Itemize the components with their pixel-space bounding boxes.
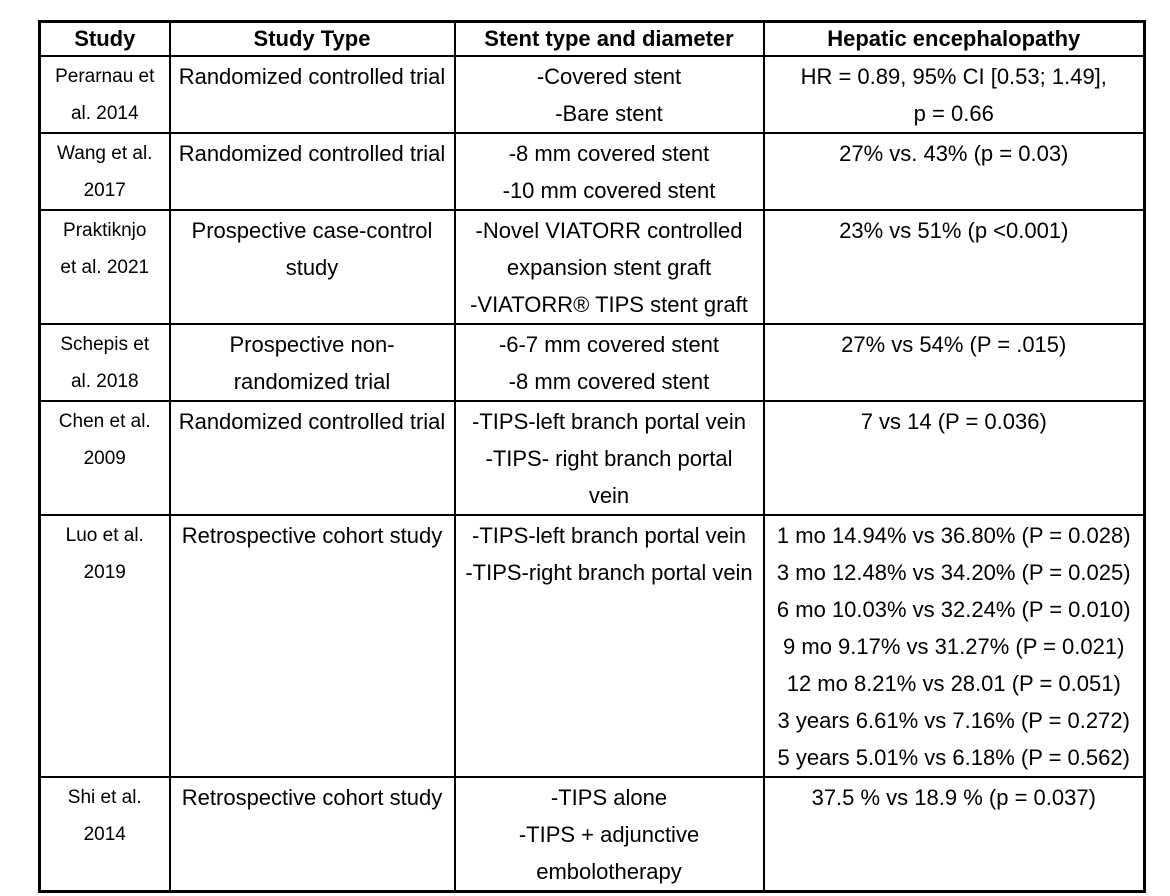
cell-study-type: Randomized controlled trial	[168, 132, 456, 211]
header-study-type: Study Type	[168, 20, 456, 57]
table-row-luo-2019: Luo et al. 2019 Retrospective cohort stu…	[38, 514, 1146, 778]
cell-study: Shi et al. 2014	[38, 776, 171, 893]
cell-study: Schepis et al. 2018	[38, 323, 171, 402]
cell-study: Praktiknjo et al. 2021	[38, 209, 171, 325]
table-row-wang-2017: Wang et al. 2017 Randomized controlled t…	[38, 132, 1146, 211]
cell-hepatic-encephalopathy: 1 mo 14.94% vs 36.80% (P = 0.028) 3 mo 1…	[762, 514, 1146, 778]
header-row: Study Study Type Stent type and diameter…	[38, 20, 1146, 57]
cell-stent-type: -8 mm covered stent -10 mm covered stent	[453, 132, 765, 211]
cell-hepatic-encephalopathy: 23% vs 51% (p <0.001)	[762, 209, 1146, 325]
table-row-praktiknjo-2021: Praktiknjo et al. 2021 Prospective case-…	[38, 209, 1146, 325]
header-stent-type-and-diameter: Stent type and diameter	[453, 20, 765, 57]
cell-study-type: Prospective case-control study	[168, 209, 456, 325]
header-study: Study	[38, 20, 171, 57]
cell-study-type: Retrospective cohort study	[168, 776, 456, 893]
cell-stent-type: -TIPS-left branch portal vein -TIPS-righ…	[453, 514, 765, 778]
cell-hepatic-encephalopathy: 27% vs. 43% (p = 0.03)	[762, 132, 1146, 211]
table-row-perarnau-2014: Perarnau et al. 2014 Randomized controll…	[38, 55, 1146, 134]
cell-study: Chen et al. 2009	[38, 400, 171, 516]
cell-study-type: Prospective non- randomized trial	[168, 323, 456, 402]
cell-hepatic-encephalopathy: HR = 0.89, 95% CI [0.53; 1.49], p = 0.66	[762, 55, 1146, 134]
cell-hepatic-encephalopathy: 27% vs 54% (P = .015)	[762, 323, 1146, 402]
studies-comparison-table: Study Study Type Stent type and diameter…	[38, 20, 1146, 893]
cell-stent-type: -6-7 mm covered stent -8 mm covered sten…	[453, 323, 765, 402]
cell-stent-type: -TIPS alone -TIPS + adjunctive embolothe…	[453, 776, 765, 893]
header-hepatic-encephalopathy: Hepatic encephalopathy	[762, 20, 1146, 57]
cell-stent-type: -TIPS-left branch portal vein -TIPS- rig…	[453, 400, 765, 516]
cell-study: Luo et al. 2019	[38, 514, 171, 778]
cell-stent-type: -Covered stent -Bare stent	[453, 55, 765, 134]
cell-study-type: Retrospective cohort study	[168, 514, 456, 778]
table-row-chen-2009: Chen et al. 2009 Randomized controlled t…	[38, 400, 1146, 516]
cell-stent-type: -Novel VIATORR controlled expansion sten…	[453, 209, 765, 325]
cell-study: Perarnau et al. 2014	[38, 55, 171, 134]
cell-study: Wang et al. 2017	[38, 132, 171, 211]
table-row-shi-2014: Shi et al. 2014 Retrospective cohort stu…	[38, 776, 1146, 893]
cell-hepatic-encephalopathy: 37.5 % vs 18.9 % (p = 0.037)	[762, 776, 1146, 893]
cell-study-type: Randomized controlled trial	[168, 55, 456, 134]
cell-study-type: Randomized controlled trial	[168, 400, 456, 516]
cell-hepatic-encephalopathy: 7 vs 14 (P = 0.036)	[762, 400, 1146, 516]
table-row-schepis-2018: Schepis et al. 2018 Prospective non- ran…	[38, 323, 1146, 402]
